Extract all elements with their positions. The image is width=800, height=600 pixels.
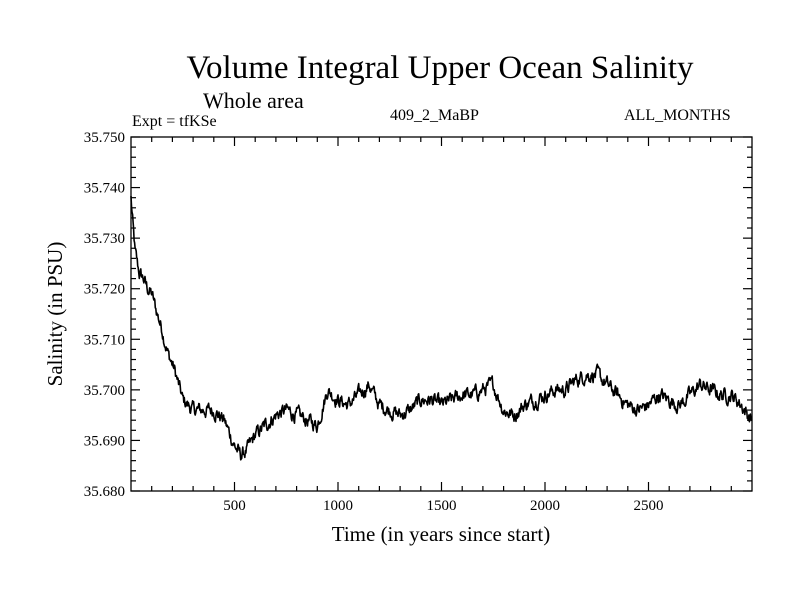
y-tick-label: 35.740 xyxy=(84,181,125,197)
axis-ticks xyxy=(131,136,752,492)
chart-title: Volume Integral Upper Ocean Salinity xyxy=(186,50,694,86)
x-tick-label: 2500 xyxy=(634,498,664,514)
plot-area-frame xyxy=(130,136,753,492)
y-tick-label: 35.720 xyxy=(84,282,125,298)
salinity-series-line xyxy=(130,195,753,461)
y-tick-label: 35.710 xyxy=(84,332,125,348)
experiment-label: Expt = tfKSe xyxy=(132,113,217,130)
period-label: ALL_MONTHS xyxy=(624,107,731,124)
run-id-label: 409_2_MaBP xyxy=(390,107,479,124)
y-tick-label: 35.690 xyxy=(84,433,125,449)
chart-subtitle: Whole area xyxy=(203,88,304,113)
x-axis-label: Time (in years since start) xyxy=(332,522,551,546)
y-tick-label: 35.750 xyxy=(84,130,125,146)
y-tick-label: 35.680 xyxy=(84,484,125,500)
x-tick-label: 1500 xyxy=(427,498,457,514)
axis-tick-labels: 500 1000 1500 2000 2500 35.680 35.690 35.700 35.… xyxy=(84,130,664,514)
x-tick-label: 500 xyxy=(223,498,246,514)
y-axis-label: Salinity (in PSU) xyxy=(43,242,67,387)
y-tick-label: 35.730 xyxy=(84,231,125,247)
y-tick-label: 35.700 xyxy=(84,383,125,399)
x-tick-label: 2000 xyxy=(530,498,560,514)
x-tick-label: 1000 xyxy=(323,498,353,514)
